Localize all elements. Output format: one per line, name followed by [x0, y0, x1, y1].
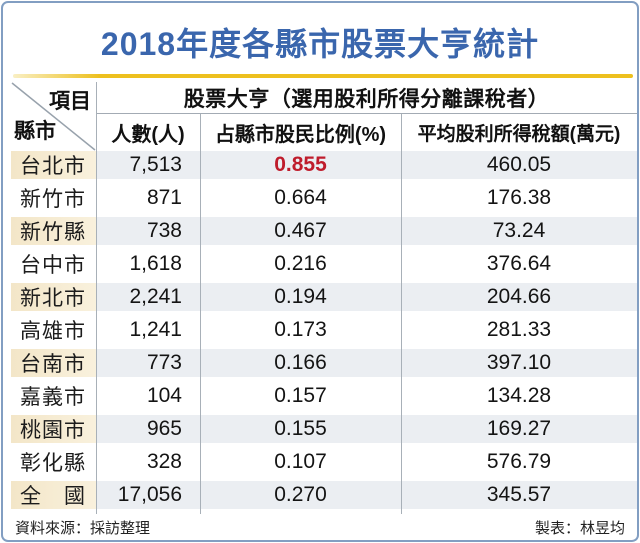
- region-cell: 彰化縣: [20, 452, 86, 475]
- stats-table: 項目 縣市 股票大亨（選用股利所得分離課稅者） 人數(人) 占縣市股民比例(%)…: [11, 82, 637, 514]
- column-divider: [401, 114, 402, 514]
- ratio-cell: 0.155: [200, 415, 401, 448]
- ratio-cell: 0.664: [274, 186, 327, 209]
- avgtax-cell: 576.79: [486, 450, 552, 473]
- column-header-avgtax: 平均股利所得稅額(萬元): [417, 124, 621, 145]
- source-note: 資料來源：採訪整理: [15, 519, 151, 537]
- ratio-cell: 0.166: [200, 349, 401, 382]
- ratio-cell-highlight: 0.855: [200, 151, 401, 184]
- avgtax-cell: 73.24: [401, 217, 637, 250]
- count-cell: 738: [96, 217, 200, 250]
- region-cell: 台北市: [11, 151, 96, 184]
- page-title: 2018年度各縣市股票大亨統計: [100, 26, 540, 62]
- avgtax-cell: 134.28: [486, 384, 552, 407]
- region-cell: 台中市: [20, 254, 86, 277]
- region-cell: 新竹縣: [11, 217, 96, 250]
- ratio-cell: 0.107: [274, 450, 327, 473]
- column-header-ratio: 占縣市股民比例(%): [214, 124, 387, 146]
- region-cell: 台南市: [11, 349, 96, 382]
- avgtax-cell: 204.66: [401, 283, 637, 316]
- region-cell: 高雄市: [20, 320, 86, 343]
- column-divider: [96, 82, 97, 514]
- footer: 資料來源：採訪整理 製表：林昱均: [15, 516, 625, 538]
- diagonal-divider: [11, 82, 96, 151]
- ratio-cell: 0.270: [200, 481, 401, 514]
- avgtax-cell: 460.05: [401, 151, 637, 184]
- title-underline: [13, 74, 633, 78]
- ratio-cell: 0.194: [200, 283, 401, 316]
- count-cell: 104: [146, 384, 182, 407]
- avgtax-cell: 345.57: [401, 481, 637, 514]
- avgtax-cell: 376.64: [486, 252, 552, 275]
- count-cell: 965: [96, 415, 200, 448]
- column-header-count: 人數(人): [111, 124, 185, 146]
- region-cell-total: 全 國: [11, 481, 96, 514]
- count-cell: 871: [146, 186, 182, 209]
- count-cell: 17,056: [96, 481, 200, 514]
- avgtax-cell: 176.38: [486, 186, 552, 209]
- corner-label-item: 項目: [49, 90, 91, 113]
- region-cell: 桃園市: [11, 415, 96, 448]
- corner-label-county: 縣市: [14, 120, 56, 143]
- corner-header-cell: 項目 縣市: [11, 82, 96, 151]
- count-cell: 1,618: [129, 252, 182, 275]
- region-cell: 嘉義市: [20, 386, 86, 409]
- avgtax-cell: 169.27: [401, 415, 637, 448]
- ratio-cell: 0.157: [274, 384, 327, 407]
- column-divider: [200, 114, 201, 514]
- avgtax-cell: 397.10: [401, 349, 637, 382]
- region-cell: 新竹市: [20, 188, 86, 211]
- ratio-cell: 0.173: [274, 318, 327, 341]
- ratio-cell: 0.467: [200, 217, 401, 250]
- count-cell: 2,241: [96, 283, 200, 316]
- avgtax-cell: 281.33: [486, 318, 552, 341]
- count-cell: 328: [146, 450, 182, 473]
- credit-note: 製表：林昱均: [534, 519, 625, 537]
- count-cell: 1,241: [129, 318, 182, 341]
- count-cell: 773: [96, 349, 200, 382]
- ratio-cell: 0.216: [274, 252, 327, 275]
- region-cell: 新北市: [11, 283, 96, 316]
- group-header: 股票大亨（選用股利所得分離課稅者）: [96, 82, 637, 114]
- count-cell: 7,513: [96, 151, 200, 184]
